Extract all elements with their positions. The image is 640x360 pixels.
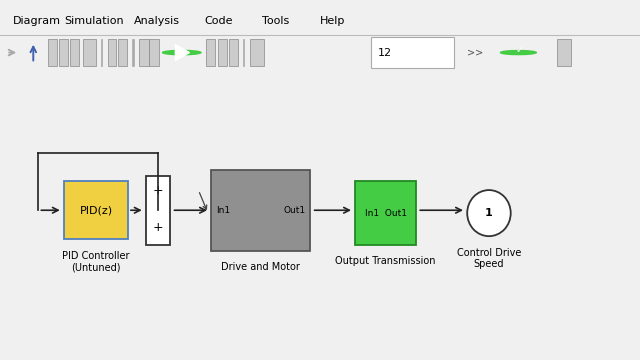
Polygon shape [175,45,189,60]
FancyBboxPatch shape [355,181,416,245]
Text: 12: 12 [378,48,392,58]
FancyBboxPatch shape [146,176,170,245]
Text: Tools: Tools [262,16,290,26]
Text: In1  Out1: In1 Out1 [365,209,406,217]
Text: ✓: ✓ [516,45,524,55]
FancyBboxPatch shape [149,39,159,66]
FancyBboxPatch shape [250,39,264,66]
FancyBboxPatch shape [101,39,102,66]
FancyBboxPatch shape [108,39,116,66]
Text: Code: Code [205,16,234,26]
Text: Output Transmission: Output Transmission [335,256,436,266]
Text: Out1: Out1 [284,206,306,215]
Text: PID(z): PID(z) [79,205,113,215]
Circle shape [500,50,536,55]
FancyBboxPatch shape [139,39,149,66]
Text: Drive and Motor: Drive and Motor [221,262,300,272]
Text: >>: >> [467,48,483,58]
FancyBboxPatch shape [229,39,238,66]
Text: +: + [153,221,163,234]
FancyBboxPatch shape [118,39,127,66]
FancyBboxPatch shape [557,39,571,66]
FancyBboxPatch shape [132,39,134,66]
FancyBboxPatch shape [70,39,79,66]
Circle shape [163,50,201,55]
Text: In1: In1 [216,206,230,215]
FancyBboxPatch shape [243,39,244,66]
FancyBboxPatch shape [218,39,227,66]
Text: +: + [153,184,163,197]
FancyBboxPatch shape [371,37,454,68]
FancyBboxPatch shape [211,170,310,251]
FancyBboxPatch shape [206,39,215,66]
Text: Diagram: Diagram [13,16,61,26]
Text: Analysis: Analysis [134,16,180,26]
Ellipse shape [467,190,511,236]
Text: PID Controller
(Untuned): PID Controller (Untuned) [62,251,130,272]
FancyBboxPatch shape [83,39,96,66]
FancyBboxPatch shape [48,39,57,66]
FancyBboxPatch shape [59,39,68,66]
Text: Control Drive
Speed: Control Drive Speed [457,248,521,269]
FancyBboxPatch shape [64,181,128,239]
Text: Simulation: Simulation [64,16,124,26]
Text: 1: 1 [485,208,493,218]
Text: Help: Help [320,16,346,26]
